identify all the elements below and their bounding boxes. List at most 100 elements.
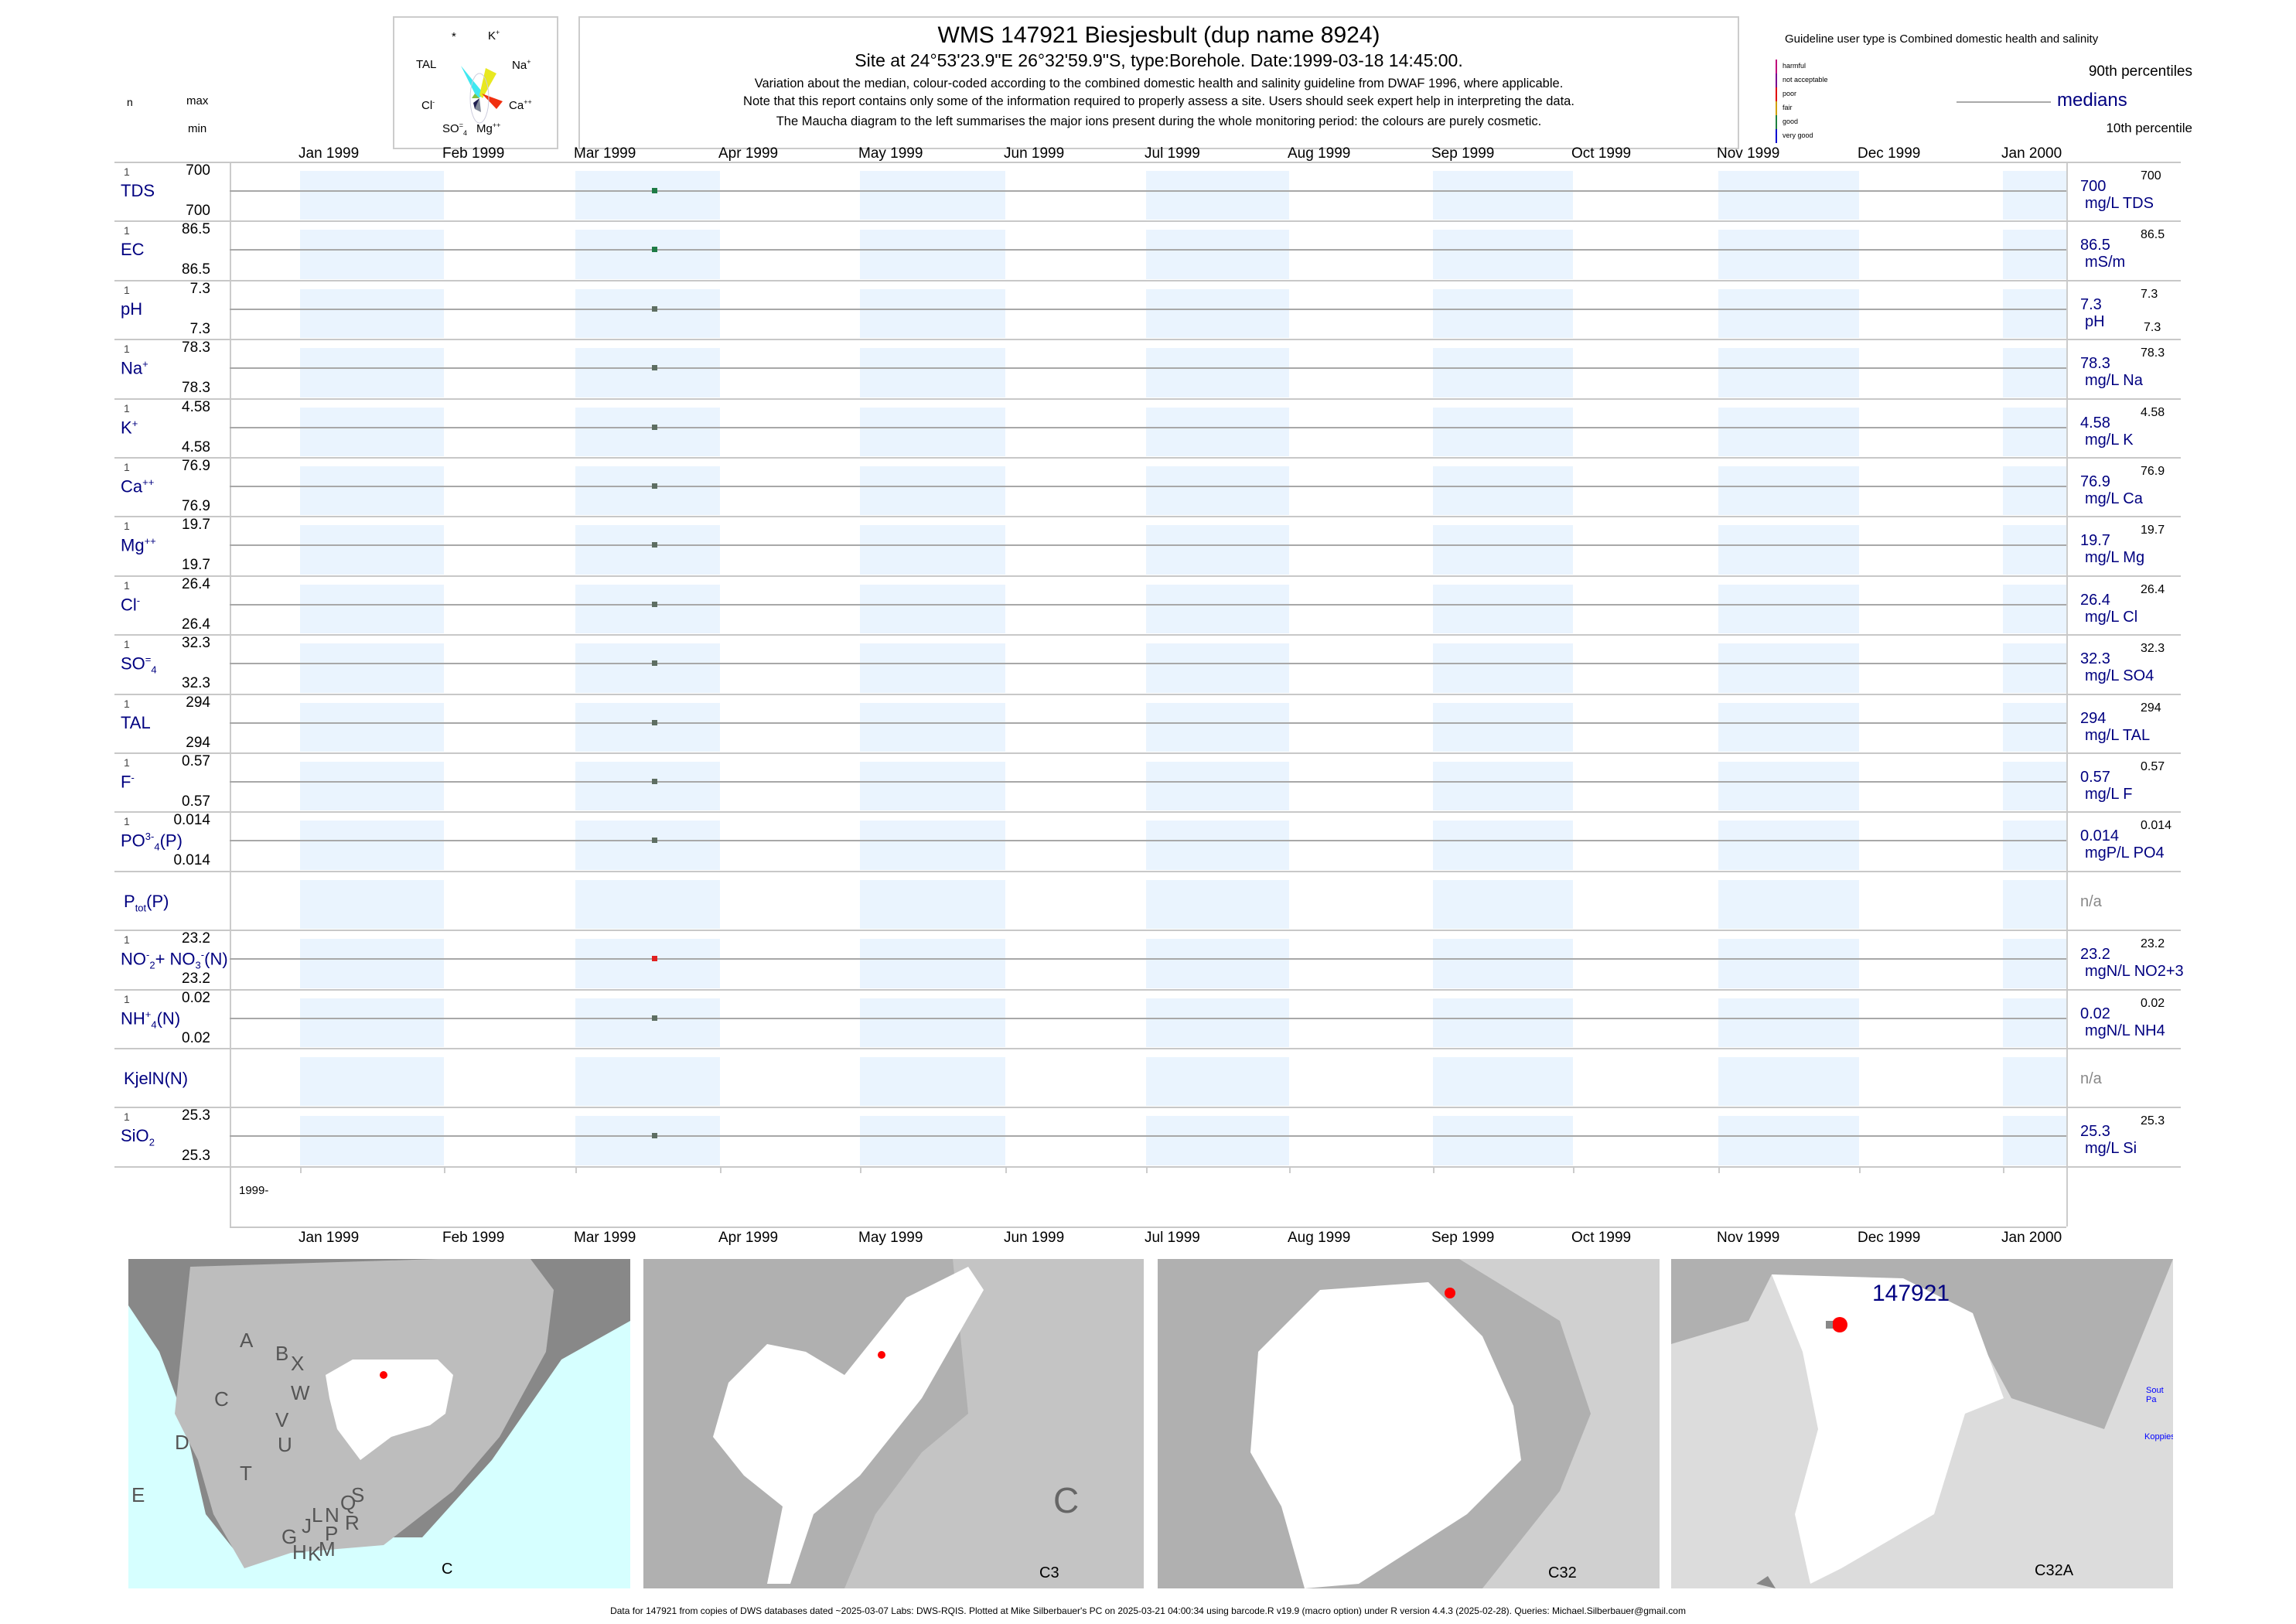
data-point (652, 956, 658, 962)
x-tick-label-top: Aug 1999 (1288, 145, 1351, 162)
x-tick-label-bottom: Nov 1999 (1717, 1230, 1780, 1246)
region-letter: J (302, 1514, 312, 1537)
unit-label: pH (2085, 312, 2105, 330)
month-band (1718, 525, 1859, 575)
median-value: 0.014 (2080, 827, 2120, 845)
unit-label: mg/L F (2085, 786, 2133, 803)
row-divider (114, 988, 2181, 991)
data-point (652, 483, 658, 489)
row-divider (114, 220, 2181, 223)
parameter-name-name: F (121, 772, 131, 792)
x-tick (2003, 1166, 2004, 1173)
row-divider (114, 1048, 2181, 1049)
sample-count: 1 (124, 224, 130, 237)
month-band (860, 466, 1005, 516)
header-n: n (127, 96, 133, 108)
region-letter: L (312, 1503, 323, 1527)
month-band (300, 762, 444, 811)
unit-label: mgP/L PO4 (2085, 844, 2165, 862)
parameter-name-sup: 3- (145, 831, 155, 843)
data-point (652, 601, 658, 607)
data-point (652, 542, 658, 548)
parameter-name-sup: = (145, 653, 152, 666)
x-tick (1005, 1166, 1007, 1173)
month-band (1433, 939, 1573, 988)
parameter-name-sup: - (131, 772, 135, 783)
x-tick (1859, 1166, 1861, 1173)
place-label: Sout Pa (2146, 1386, 2164, 1404)
legend-class-label: fair (1783, 104, 1793, 111)
median-line (230, 367, 2066, 370)
month-band (1433, 762, 1573, 811)
p10-value: 7.3 (2144, 320, 2161, 334)
data-point (652, 719, 658, 725)
median-line (230, 663, 2066, 665)
x-year-label: 1999- (239, 1184, 269, 1197)
legend-class-label: poor (1783, 90, 1797, 97)
month-band (1146, 879, 1289, 930)
page-title: WMS 147921 Biesjesbult (dup name 8924) (937, 22, 1380, 48)
month-band (575, 584, 720, 634)
median-line (230, 190, 2066, 192)
parameter-name: NO-2+ NO3-(N) (121, 949, 228, 971)
month-band (575, 288, 720, 339)
median-value: 0.02 (2080, 1005, 2110, 1022)
month-band (1718, 1116, 1859, 1165)
parameter-name-suffix: + NO (155, 949, 196, 969)
parameter-name-name: Mg (121, 535, 145, 555)
min-value: 86.5 (182, 261, 210, 278)
row-divider (114, 279, 2181, 281)
row-divider (114, 1107, 2181, 1109)
p90-value: 7.3 (2141, 287, 2158, 301)
month-band (1718, 171, 1859, 220)
month-band (1146, 348, 1289, 397)
month-band (1433, 1057, 1573, 1107)
not-available-label: n/a (2080, 1070, 2102, 1087)
sample-count: 1 (124, 343, 130, 356)
median-value: 23.2 (2080, 946, 2110, 964)
x-tick-label-bottom: Sep 1999 (1431, 1230, 1495, 1246)
region-letter: T (240, 1462, 252, 1485)
parameter-name-sub: 4 (151, 1018, 157, 1031)
region-letter: R (345, 1511, 360, 1534)
data-point (652, 247, 658, 253)
region-letter: K (308, 1542, 322, 1565)
month-band (1433, 879, 1573, 930)
median-line (230, 840, 2066, 842)
legend-p10: 10th percentile (2106, 121, 2192, 135)
row-divider (114, 339, 2181, 341)
parameter-name-name: PO (121, 831, 145, 851)
month-band (2003, 348, 2066, 397)
plot-top-border (114, 162, 2181, 163)
median-value: 294 (2080, 709, 2107, 727)
x-tick (1718, 1166, 1720, 1173)
sample-count: 1 (124, 992, 130, 1005)
median-line (230, 781, 2066, 783)
unit-label: mg/L TAL (2085, 726, 2151, 744)
region-letter: S (351, 1483, 365, 1506)
parameter-name: TAL (121, 713, 151, 733)
x-tick-label-top: Jan 1999 (299, 145, 360, 162)
x-tick-label-bottom: Aug 1999 (1288, 1230, 1351, 1246)
data-point (652, 779, 658, 784)
month-band (575, 407, 720, 456)
parameter-name-name: KjelN(N) (124, 1069, 189, 1088)
max-value: 78.3 (182, 339, 210, 357)
month-band (2003, 702, 2066, 752)
parameter-name: NH+4(N) (121, 1008, 180, 1031)
p90-value: 78.3 (2141, 346, 2165, 360)
median-value: 19.7 (2080, 532, 2110, 550)
month-band (2003, 939, 2066, 988)
maucha-ca: Ca++ (509, 98, 532, 112)
parameter-name-sub2: 3 (195, 959, 201, 971)
parameter-name-name: EC (121, 240, 145, 260)
max-value: 0.02 (182, 989, 210, 1006)
parameter-name-sub: 4 (151, 664, 157, 676)
month-band (575, 939, 720, 988)
region-letter: X (291, 1352, 305, 1375)
month-band (1718, 702, 1859, 752)
month-band (2003, 466, 2066, 516)
x-tick-label-top: Oct 1999 (1571, 145, 1632, 162)
region-letter: N (325, 1503, 339, 1527)
median-value: 0.57 (2080, 769, 2110, 786)
